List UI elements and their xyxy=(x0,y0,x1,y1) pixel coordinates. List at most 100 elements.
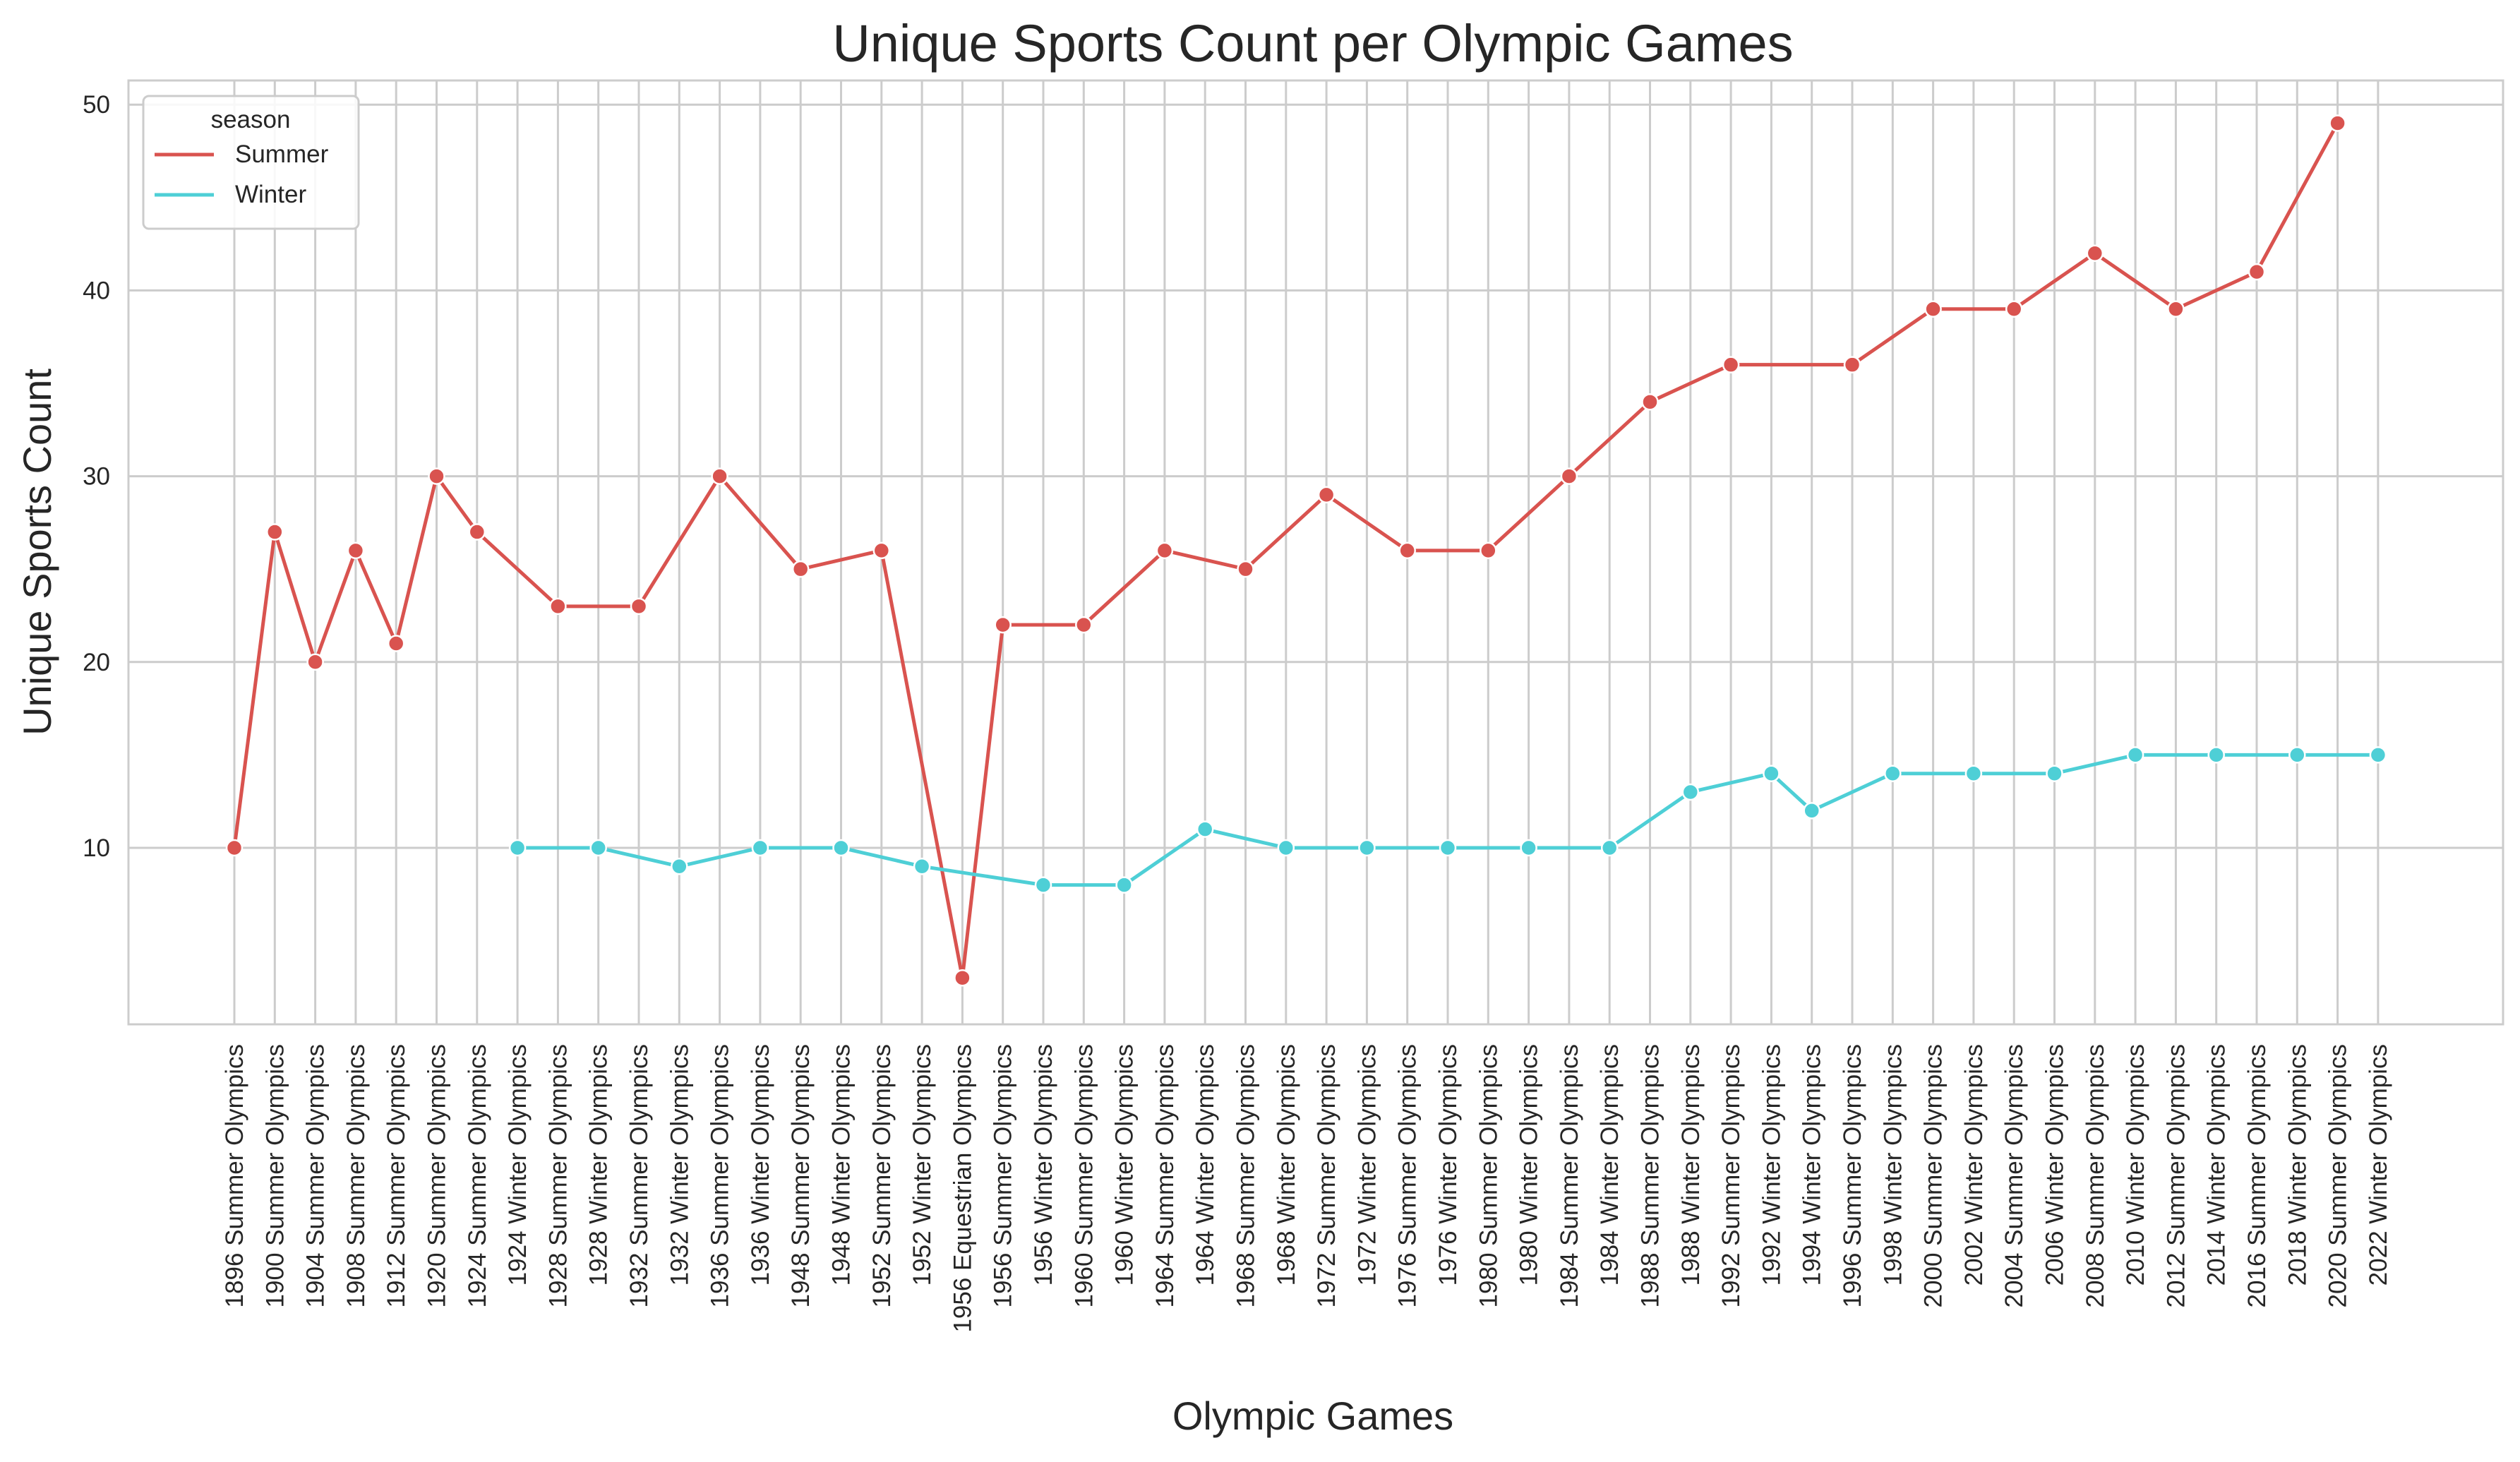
x-tick-label: 1948 Winter Olympics xyxy=(828,1044,856,1286)
data-point-winter xyxy=(1803,802,1820,820)
data-point-summer xyxy=(468,523,486,541)
data-point-summer xyxy=(2005,300,2023,318)
x-tick-label: 1952 Summer Olympics xyxy=(868,1044,896,1307)
x-tick-label: 1936 Summer Olympics xyxy=(707,1044,734,1307)
plot-area-frame xyxy=(127,79,2504,1026)
data-point-winter xyxy=(913,858,931,875)
x-tick-label: 2006 Winter Olympics xyxy=(2041,1044,2069,1286)
data-point-summer xyxy=(1641,393,1659,411)
y-axis-label: Unique Sports Count xyxy=(15,369,59,736)
x-tick-label: 1936 Winter Olympics xyxy=(747,1044,774,1286)
x-tick-label: 1992 Summer Olympics xyxy=(1717,1044,1745,1307)
data-point-winter xyxy=(2369,746,2387,764)
x-tick-label: 1964 Summer Olympics xyxy=(1151,1044,1179,1307)
data-point-summer xyxy=(872,541,891,560)
chart-title: Unique Sports Count per Olympic Games xyxy=(832,14,1793,73)
y-tick-label: 50 xyxy=(83,91,110,119)
x-tick-label: 1984 Winter Olympics xyxy=(1596,1044,1624,1286)
x-tick-label: 2016 Summer Olympics xyxy=(2243,1044,2271,1307)
x-tick-label: 1988 Summer Olympics xyxy=(1637,1044,1664,1307)
data-point-summer xyxy=(1480,541,1497,560)
data-point-summer xyxy=(1843,356,1861,373)
data-point-winter xyxy=(832,839,850,857)
data-point-summer xyxy=(549,597,567,616)
x-tick-label: 1980 Winter Olympics xyxy=(1516,1044,1543,1286)
x-tick-label: 1912 Summer Olympics xyxy=(383,1044,410,1307)
x-tick-label: 2014 Winter Olympics xyxy=(2203,1044,2231,1286)
data-point-winter xyxy=(1358,839,1376,857)
x-tick-label: 1980 Summer Olympics xyxy=(1475,1044,1502,1307)
data-point-winter xyxy=(2046,765,2063,782)
data-point-winter xyxy=(1196,820,1214,838)
x-tick-label: 2002 Winter Olympics xyxy=(1960,1044,1988,1286)
legend: season Summer Winter xyxy=(142,95,360,230)
x-tick-label: 1996 Summer Olympics xyxy=(1839,1044,1866,1307)
x-tick-label: 1952 Winter Olympics xyxy=(908,1044,936,1286)
x-tick-label: 2012 Summer Olympics xyxy=(2162,1044,2190,1307)
data-point-summer xyxy=(1722,356,1740,373)
data-point-summer xyxy=(1924,300,1942,318)
legend-label: Winter xyxy=(235,181,306,208)
data-point-summer xyxy=(266,523,284,541)
x-tick-label: 2020 Summer Olympics xyxy=(2324,1044,2352,1307)
data-point-summer xyxy=(1075,616,1093,634)
data-point-summer xyxy=(2086,244,2104,263)
data-point-winter xyxy=(751,839,769,857)
data-point-winter xyxy=(1115,876,1133,894)
data-point-winter xyxy=(1763,765,1780,782)
x-tick-label: 1960 Summer Olympics xyxy=(1070,1044,1098,1307)
data-point-summer xyxy=(711,467,728,485)
x-tick-label: 1998 Winter Olympics xyxy=(1879,1044,1907,1286)
data-point-summer xyxy=(2167,300,2185,318)
data-point-winter xyxy=(1520,839,1537,857)
x-tick-label: 1920 Summer Olympics xyxy=(424,1044,451,1307)
x-tick-label: 1972 Summer Olympics xyxy=(1313,1044,1340,1307)
x-tick-label: 1964 Winter Olympics xyxy=(1192,1044,1219,1286)
x-tick-label: 1956 Summer Olympics xyxy=(990,1044,1017,1307)
y-tick-label: 40 xyxy=(83,277,110,304)
data-point-summer xyxy=(954,969,971,987)
x-tick-label: 1968 Summer Olympics xyxy=(1232,1044,1260,1307)
data-point-winter xyxy=(1034,876,1052,894)
data-point-winter xyxy=(2288,746,2306,764)
data-point-summer xyxy=(2248,263,2266,281)
x-tick-label: 1908 Summer Olympics xyxy=(342,1044,370,1307)
x-tick-label: 1932 Winter Olympics xyxy=(666,1044,693,1286)
data-point-winter xyxy=(2126,746,2144,764)
x-tick-label: 1896 Summer Olympics xyxy=(221,1044,248,1307)
x-tick-label: 2004 Summer Olympics xyxy=(2000,1044,2028,1307)
y-tick-label: 20 xyxy=(83,649,110,676)
series xyxy=(225,114,2387,987)
x-axis-ticks: 1896 Summer Olympics 1900 Summer Olympics… xyxy=(221,1044,2392,1333)
grid xyxy=(128,80,2503,1024)
x-axis-label: Olympic Games xyxy=(1172,1394,1453,1438)
y-axis-ticks: 10 20 30 40 50 xyxy=(83,91,110,862)
data-point-winter xyxy=(1884,765,1902,782)
data-point-summer xyxy=(630,597,648,616)
x-tick-label: 1976 Winter Olympics xyxy=(1434,1044,1462,1286)
x-tick-label: 1968 Winter Olympics xyxy=(1273,1044,1300,1286)
data-point-summer xyxy=(2329,114,2346,132)
x-tick-label: 1928 Summer Olympics xyxy=(544,1044,572,1307)
data-point-winter xyxy=(1964,765,1983,782)
data-point-summer xyxy=(791,560,810,578)
data-point-winter xyxy=(671,858,688,875)
data-point-winter xyxy=(508,839,527,857)
data-point-summer xyxy=(1560,467,1578,485)
legend-label: Summer xyxy=(235,140,329,168)
x-tick-label: 1900 Summer Olympics xyxy=(261,1044,289,1307)
legend-item-winter: Winter xyxy=(155,181,306,208)
x-tick-label: 2008 Summer Olympics xyxy=(2082,1044,2109,1307)
x-tick-label: 2010 Winter Olympics xyxy=(2122,1044,2149,1286)
data-point-summer xyxy=(387,635,405,652)
data-point-summer xyxy=(306,653,324,671)
x-tick-label: 1932 Summer Olympics xyxy=(625,1044,653,1307)
data-point-summer xyxy=(1317,486,1336,504)
x-tick-label: 1924 Summer Olympics xyxy=(464,1044,491,1307)
data-point-summer xyxy=(1237,560,1254,578)
data-point-summer xyxy=(1156,541,1174,560)
legend-item-summer: Summer xyxy=(155,140,329,168)
x-tick-label: 1972 Winter Olympics xyxy=(1353,1044,1381,1286)
data-point-winter xyxy=(1439,839,1457,857)
